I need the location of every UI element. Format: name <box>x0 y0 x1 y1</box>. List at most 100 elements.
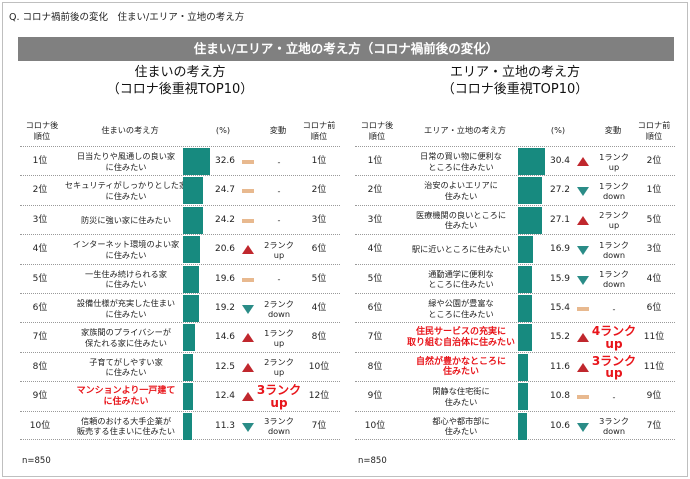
rank-label: 4位 <box>367 244 383 255</box>
header-pct: (%) <box>215 125 231 135</box>
item-label: 都心や都市部に 住みたい <box>432 415 490 437</box>
table-row: 6位 設備仕様が充実した住まい に住みたい 19.2 2ランク down 4位 <box>20 293 340 322</box>
change-label: 2ランク up <box>264 357 294 378</box>
item-label: 駅に近いところに住みたい <box>411 244 511 255</box>
panel-title: エリア・立地の考え方 （コロナ後重視TOP10） <box>355 64 675 98</box>
triangle-up-icon <box>577 333 589 343</box>
change-label: 2ランク up <box>599 210 629 231</box>
rank-label: 8位 <box>367 361 383 372</box>
prev-rank-label: 3位 <box>311 214 327 225</box>
rank-label: 9位 <box>32 391 48 402</box>
flat-bar-icon <box>242 218 254 223</box>
bar <box>518 206 543 234</box>
table-row: 5位 一生住み続けられる家 に住みたい 19.6 - 5位 <box>20 263 340 293</box>
panel-title-line1: エリア・立地の考え方 <box>449 65 580 80</box>
change-label: - <box>277 215 281 226</box>
header-item: 住まいの考え方 <box>101 125 159 135</box>
rank-label: 1位 <box>32 156 48 166</box>
value-label: 15.4 <box>549 303 571 313</box>
triangle-up-icon <box>242 362 254 372</box>
rank-label: 6位 <box>367 303 383 313</box>
item-label: インターネット環境のよい家 に住みたい <box>72 239 180 260</box>
prev-rank-label: 1位 <box>646 185 662 196</box>
header-change: 変動 <box>604 125 622 135</box>
banner-title: 住まい/エリア・立地の考え方（コロナ禍前後の変化） <box>18 37 674 61</box>
question-label: Q. コロナ禍前後の変化 住まい/エリア・立地の考え方 <box>9 12 245 23</box>
prev-rank-label: 7位 <box>646 420 662 431</box>
triangle-up-icon <box>242 245 254 255</box>
bar <box>183 353 194 381</box>
change-label: 1ランク up <box>599 151 629 172</box>
bar <box>183 265 200 293</box>
bar <box>183 383 194 411</box>
bar <box>518 148 545 175</box>
table-header: コロナ後 順位 住まいの考え方 (%) 変動 コロナ前 順位 <box>20 120 340 146</box>
rank-label: 5位 <box>367 273 383 284</box>
table-row: 8位 子育てがしやすい家 に住みたい 12.5 2ランク up 10位 <box>20 351 340 381</box>
value-label: 20.6 <box>214 244 236 255</box>
table-row: 4位 インターネット環境のよい家 に住みたい 20.6 2ランク up 6位 <box>20 234 340 264</box>
bar <box>518 177 543 205</box>
table-row: 1位 日常の買い物に便利な ところに住みたい 30.4 1ランク up 2位 <box>355 146 675 175</box>
value-label: 27.1 <box>549 214 571 225</box>
value-label: 10.6 <box>549 420 571 431</box>
item-label: 緑や公園が豊富な ところに住みたい <box>428 298 494 319</box>
change-label: - <box>277 156 281 167</box>
triangle-down-icon <box>577 275 589 285</box>
triangle-down-icon <box>242 305 254 314</box>
change-label: - <box>277 274 281 285</box>
table-row: 3位 防災に強い家に住みたい 24.2 - 3位 <box>20 204 340 234</box>
table-row: 2位 治安のよいエリアに 住みたい 27.2 1ランク down 1位 <box>355 175 675 205</box>
header-rank: コロナ後 順位 <box>360 120 394 141</box>
item-label: 日常の買い物に便利な ところに住みたい <box>420 151 502 172</box>
table-row: 9位 閑静な住宅街に 住みたい 10.8 - 9位 <box>355 381 675 411</box>
prev-rank-label: 9位 <box>646 391 662 402</box>
table-row: 4位 駅に近いところに住みたい 16.9 1ランク down 3位 <box>355 234 675 264</box>
rank-label: 5位 <box>32 273 48 284</box>
flat-bar-icon <box>577 307 589 311</box>
bar <box>518 324 532 352</box>
header-rank: コロナ後 順位 <box>25 120 59 141</box>
item-label: 一生住み続けられる家 に住みたい <box>85 268 167 290</box>
item-label: 日当たりや風通しの良い家 に住みたい <box>76 151 176 172</box>
rank-label: 3位 <box>32 214 48 225</box>
panel-area: エリア・立地の考え方 （コロナ後重視TOP10） コロナ後 順位 エリア・立地の… <box>355 64 675 440</box>
bar <box>518 353 529 381</box>
prev-rank-label: 2位 <box>646 156 662 166</box>
item-label: 通勤通学に便利な ところに住みたい <box>428 268 494 290</box>
bar <box>183 412 193 440</box>
value-label: 24.2 <box>214 214 236 225</box>
value-label: 19.6 <box>214 273 236 284</box>
rank-label: 4位 <box>32 244 48 255</box>
prev-rank-label: 12位 <box>308 391 330 402</box>
sample-size: n=850 <box>22 456 51 466</box>
rank-label: 7位 <box>32 332 48 343</box>
flat-bar-icon <box>577 395 589 400</box>
panel-title-line2: （コロナ後重視TOP10） <box>441 82 589 97</box>
table-row: 3位 医療機関の良いところに 住みたい 27.1 2ランク up 5位 <box>355 204 675 234</box>
change-label: 1ランク down <box>599 269 629 290</box>
prev-rank-label: 5位 <box>646 214 662 225</box>
header-prev: コロナ前 順位 <box>637 120 671 141</box>
prev-rank-label: 2位 <box>311 185 327 196</box>
item-label: 自然が豊かなところに 住みたい <box>415 356 506 378</box>
rank-label: 3位 <box>367 214 383 225</box>
value-label: 27.2 <box>549 185 571 196</box>
change-label: 2ランク down <box>264 298 294 319</box>
value-label: 16.9 <box>549 244 571 255</box>
panel-title-line1: 住まいの考え方 <box>134 65 226 80</box>
triangle-up-icon <box>577 362 589 372</box>
table-row: 2位 セキュリティがしっかりとした家 に住みたい 24.7 - 2位 <box>20 175 340 205</box>
bar <box>518 295 532 322</box>
triangle-up-icon <box>242 392 254 402</box>
table-row: 1位 日当たりや風通しの良い家 に住みたい 32.6 - 1位 <box>20 146 340 175</box>
item-label: 信頼のおける大手企業が 販売する住まいに住みたい <box>76 415 176 437</box>
change-label: 2ランク up <box>264 239 294 260</box>
change-label: 1ランク down <box>599 180 629 201</box>
prev-rank-label: 4位 <box>311 303 327 313</box>
triangle-down-icon <box>577 422 589 432</box>
rank-label: 10位 <box>364 420 386 431</box>
prev-rank-label: 3位 <box>646 244 662 255</box>
value-label: 12.5 <box>214 361 236 372</box>
change-label: - <box>612 391 616 402</box>
